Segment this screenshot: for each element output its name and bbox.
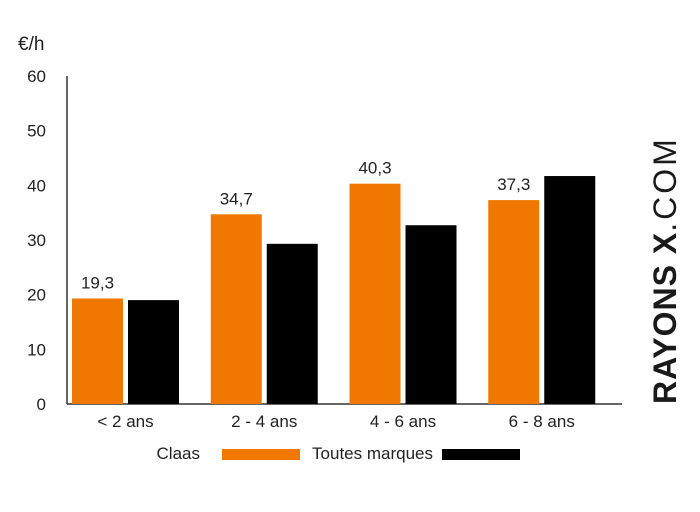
watermark: RAYONS X.COM [647, 136, 683, 404]
bar-toutes-marques [266, 243, 318, 404]
y-tick-label: 10 [27, 340, 46, 359]
x-category-label: 2 - 4 ans [231, 412, 297, 431]
x-category-label: 4 - 6 ans [370, 412, 436, 431]
y-tick-label: 30 [27, 231, 46, 250]
data-label: 34,7 [220, 189, 253, 208]
bar-claas [349, 183, 401, 404]
legend-swatch [442, 449, 520, 460]
legend: Claas Toutes marques [157, 444, 520, 463]
watermark-strong: RAYONS X [647, 232, 683, 404]
y-tick-label: 40 [27, 176, 46, 195]
watermark-light: .COM [647, 136, 683, 232]
svg-text:RAYONS X.COM: RAYONS X.COM [647, 136, 683, 404]
y-axis-ticks: 0 10 20 30 40 50 60 [27, 67, 46, 414]
y-tick-label: 50 [27, 122, 46, 141]
data-label: 37,3 [497, 175, 530, 194]
legend-swatch [222, 449, 300, 460]
bar-claas [488, 200, 540, 404]
x-category-label: 6 - 8 ans [509, 412, 575, 431]
bars-group: 19,3 34,7 40,3 37,3 [72, 159, 596, 404]
legend-label: Toutes marques [312, 444, 433, 463]
bar-toutes-marques [405, 225, 457, 404]
y-tick-label: 20 [27, 286, 46, 305]
bar-claas [210, 214, 262, 404]
bar-toutes-marques [544, 176, 596, 404]
y-tick-label: 60 [27, 67, 46, 86]
data-label: 40,3 [358, 159, 391, 178]
y-tick-label: 0 [37, 395, 46, 414]
data-label: 19,3 [81, 273, 114, 292]
y-axis-unit-label: €/h [18, 34, 44, 55]
x-category-label: < 2 ans [97, 412, 153, 431]
legend-label: Claas [157, 444, 200, 463]
x-axis-categories: < 2 ans 2 - 4 ans 4 - 6 ans 6 - 8 ans [97, 412, 574, 431]
bar-toutes-marques [128, 300, 179, 404]
bar-claas [72, 298, 123, 404]
